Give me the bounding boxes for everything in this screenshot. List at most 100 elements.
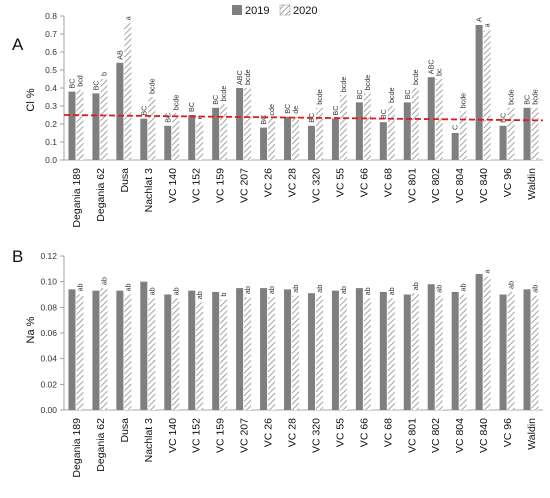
bar-2020-degania-189 bbox=[76, 89, 84, 160]
bar-2019-vc-96 bbox=[499, 294, 507, 410]
significance-label-2020: ab bbox=[363, 287, 372, 295]
y-tick-label: 0.7 bbox=[45, 29, 57, 39]
significance-label-2020: bcde bbox=[339, 77, 348, 93]
significance-label-2020: bcde bbox=[243, 69, 252, 85]
significance-label-2019: BC bbox=[67, 79, 76, 89]
bar-2019-vc-55 bbox=[331, 290, 339, 410]
significance-label-2020: bcde bbox=[219, 86, 228, 102]
bar-2020-degania-62 bbox=[100, 288, 108, 410]
significance-label-2020: bcde bbox=[459, 93, 468, 109]
bar-2019-degania-62 bbox=[92, 93, 100, 160]
y-tick-label: 0.12 bbox=[40, 251, 57, 261]
significance-label-2020: b bbox=[219, 293, 228, 297]
significance-label-2020: ab bbox=[387, 287, 396, 295]
bar-2020-vc-159 bbox=[220, 299, 228, 410]
bar-2019-degania-189 bbox=[68, 289, 76, 410]
significance-label-2019: BC bbox=[355, 89, 364, 99]
legend-label-2020: 2020 bbox=[293, 5, 317, 17]
category-label: VC 55 bbox=[334, 418, 346, 447]
bar-2020-nachlat-3 bbox=[148, 298, 156, 410]
significance-label-2019: BC bbox=[283, 104, 292, 114]
significance-label-2019: BC bbox=[187, 102, 196, 112]
y-tick-label: 0.1 bbox=[45, 137, 57, 147]
bar-2020-vc-68 bbox=[387, 106, 395, 160]
bar-2020-vc-804 bbox=[459, 294, 467, 410]
bar-2020-vc-140 bbox=[172, 298, 180, 410]
significance-labels-cl: BCbcdBCbABaBCbcdeBCbcdeBCeBCbcdeABCbcdeB… bbox=[67, 16, 539, 130]
y-tick-label: 0.10 bbox=[40, 277, 57, 287]
bar-2019-waldin bbox=[523, 107, 531, 160]
category-label: VC 320 bbox=[310, 418, 322, 453]
bar-2020-degania-62 bbox=[100, 79, 108, 160]
bar-2019-vc-68 bbox=[379, 122, 387, 160]
bar-2019-vc-840 bbox=[475, 25, 483, 160]
y-axis-na: 0.00 0.02 0.04 0.06 0.08 0.10 0.12 bbox=[40, 251, 543, 415]
category-label: Degania 189 bbox=[71, 168, 83, 228]
bar-2020-degania-189 bbox=[76, 294, 84, 410]
bar-2019-vc-68 bbox=[379, 291, 387, 410]
panel-label-a: A bbox=[12, 35, 24, 54]
bar-2020-vc-55 bbox=[339, 95, 347, 160]
bar-2019-dusa bbox=[116, 290, 124, 410]
bar-2020-vc-68 bbox=[387, 298, 395, 410]
significance-label-2020: ab bbox=[531, 285, 540, 293]
category-label: Waldin bbox=[526, 418, 538, 450]
y-tick-label: 0.00 bbox=[40, 405, 57, 415]
category-label: VC 802 bbox=[430, 418, 442, 453]
y-axis-label-cl: Cl % bbox=[25, 88, 37, 111]
category-label: VC 96 bbox=[502, 168, 514, 197]
y-tick-label: 0.8 bbox=[45, 11, 57, 21]
bar-2019-waldin bbox=[523, 289, 531, 410]
bar-2020-vc-152 bbox=[196, 302, 204, 410]
legend-label-2019: 2019 bbox=[245, 5, 269, 17]
significance-label-2019: BC bbox=[163, 113, 172, 123]
bar-2019-degania-62 bbox=[92, 290, 100, 410]
significance-label-2019: BC bbox=[91, 80, 100, 90]
bar-2020-vc-140 bbox=[172, 113, 180, 160]
significance-label-2020: ab bbox=[195, 291, 204, 299]
category-label: VC 140 bbox=[167, 168, 179, 203]
bar-2020-vc-152 bbox=[196, 122, 204, 160]
bar-2019-vc-802 bbox=[427, 77, 435, 160]
x-axis-cl: Degania 189 Degania 62 Dusa Nachlat 3 VC 140… bbox=[71, 168, 538, 228]
y-tick-label: 0.5 bbox=[45, 65, 57, 75]
significance-label-2019: A bbox=[475, 17, 484, 22]
category-label: VC 55 bbox=[334, 168, 346, 197]
significance-label-2020: bcde bbox=[315, 89, 324, 105]
bar-2019-vc-801 bbox=[403, 102, 411, 160]
category-label: VC 801 bbox=[406, 168, 418, 203]
bar-2019-vc-801 bbox=[403, 294, 411, 410]
significance-label-2019: ABC bbox=[427, 59, 436, 74]
category-label: VC 801 bbox=[406, 418, 418, 453]
y-tick-label: 0.6 bbox=[45, 47, 57, 57]
category-label: VC 28 bbox=[287, 418, 299, 447]
bar-2019-vc-802 bbox=[427, 284, 435, 410]
significance-label-2020: a bbox=[123, 16, 132, 20]
threshold-line bbox=[63, 114, 544, 122]
category-label: VC 140 bbox=[167, 418, 179, 453]
bar-2019-vc-320 bbox=[307, 125, 315, 160]
category-label: Degania 189 bbox=[71, 418, 83, 478]
significance-label-2020: ab bbox=[291, 285, 300, 293]
category-label: VC 840 bbox=[478, 418, 490, 453]
bar-2020-vc-802 bbox=[435, 295, 443, 410]
bar-2020-vc-96 bbox=[507, 291, 515, 410]
bar-2019-vc-320 bbox=[307, 293, 315, 410]
bar-2019-vc-159 bbox=[212, 291, 220, 410]
bar-2020-vc-801 bbox=[411, 293, 419, 410]
category-label: VC 26 bbox=[263, 418, 275, 447]
significance-label-2020: ab bbox=[507, 281, 516, 289]
significance-label-2019: ABC bbox=[235, 70, 244, 85]
bar-2019-vc-66 bbox=[355, 288, 363, 410]
bar-2020-vc-802 bbox=[435, 79, 443, 160]
y-tick-label: 0.08 bbox=[40, 302, 57, 312]
significance-label-2019: AB bbox=[115, 50, 124, 60]
bar-2020-vc-28 bbox=[292, 116, 300, 160]
bar-2020-vc-320 bbox=[315, 295, 323, 410]
bar-2019-vc-159 bbox=[212, 107, 220, 160]
legend-swatch-2019 bbox=[232, 5, 242, 15]
significance-label-2020: ab bbox=[147, 287, 156, 295]
significance-label-2020: bcde bbox=[531, 89, 540, 105]
significance-label-2019: BC bbox=[499, 113, 508, 123]
